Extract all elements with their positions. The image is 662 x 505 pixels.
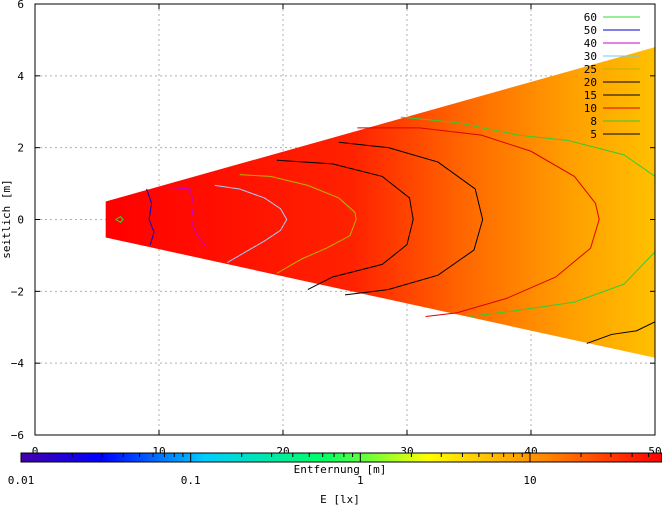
y-tick-label: 0 (17, 214, 24, 227)
legend-label: 10 (584, 102, 597, 115)
x-tick-label: 0 (32, 445, 39, 458)
legend-label: 60 (584, 11, 597, 24)
x-axis-label: Entfernung [m] (294, 463, 387, 476)
y-axis-label: seitlich [m] (0, 179, 13, 258)
y-tick-label: −4 (11, 357, 25, 370)
legend-label: 40 (584, 37, 597, 50)
legend-label: 30 (584, 50, 597, 63)
y-tick-label: 2 (17, 142, 24, 155)
colorbar-tick-label: 0.01 (8, 474, 35, 487)
colorbar-ticks: 0.01 0.1 1 10 (8, 453, 662, 487)
y-ticks: −6 −4 −2 0 2 4 6 (11, 0, 655, 442)
contour-line-15 (338, 141, 484, 296)
contour-line-8 (400, 116, 655, 177)
colorbar-fill (21, 453, 662, 462)
contour-line-60 (115, 215, 124, 224)
colorbar-label: E [lx] (320, 493, 360, 505)
legend-label: 15 (584, 89, 597, 102)
contour-line-40 (162, 186, 207, 247)
contour-line-10 (357, 127, 600, 317)
contour-line-50 (146, 188, 155, 245)
legend-label: 20 (584, 76, 597, 89)
y-tick-label: 6 (17, 0, 24, 11)
legend-label: 8 (590, 115, 597, 128)
colorbar: 0.01 0.1 1 10 (8, 452, 662, 487)
legend-label: 25 (584, 63, 597, 76)
illuminance-field (105, 47, 656, 358)
contour-lines (115, 116, 655, 344)
colorbar-tick-label: 0.1 (181, 474, 201, 487)
contour-line-20 (276, 159, 414, 290)
plot-area: 0 10 20 30 40 50 −6 −4 −2 0 2 4 6 (11, 0, 662, 458)
y-tick-label: −2 (11, 285, 24, 298)
colorbar-tick-label: 1 (357, 474, 364, 487)
contour-line-5 (586, 321, 655, 344)
y-tick-label: 4 (17, 70, 24, 83)
y-tick-label: −6 (11, 429, 24, 442)
colorbar-tick-label: 10 (523, 474, 536, 487)
contour-line-25 (239, 174, 357, 274)
legend-label: 5 (590, 128, 597, 141)
contour-line-30 (214, 184, 288, 264)
legend-label: 50 (584, 24, 597, 37)
contour-line-8 (468, 251, 655, 317)
